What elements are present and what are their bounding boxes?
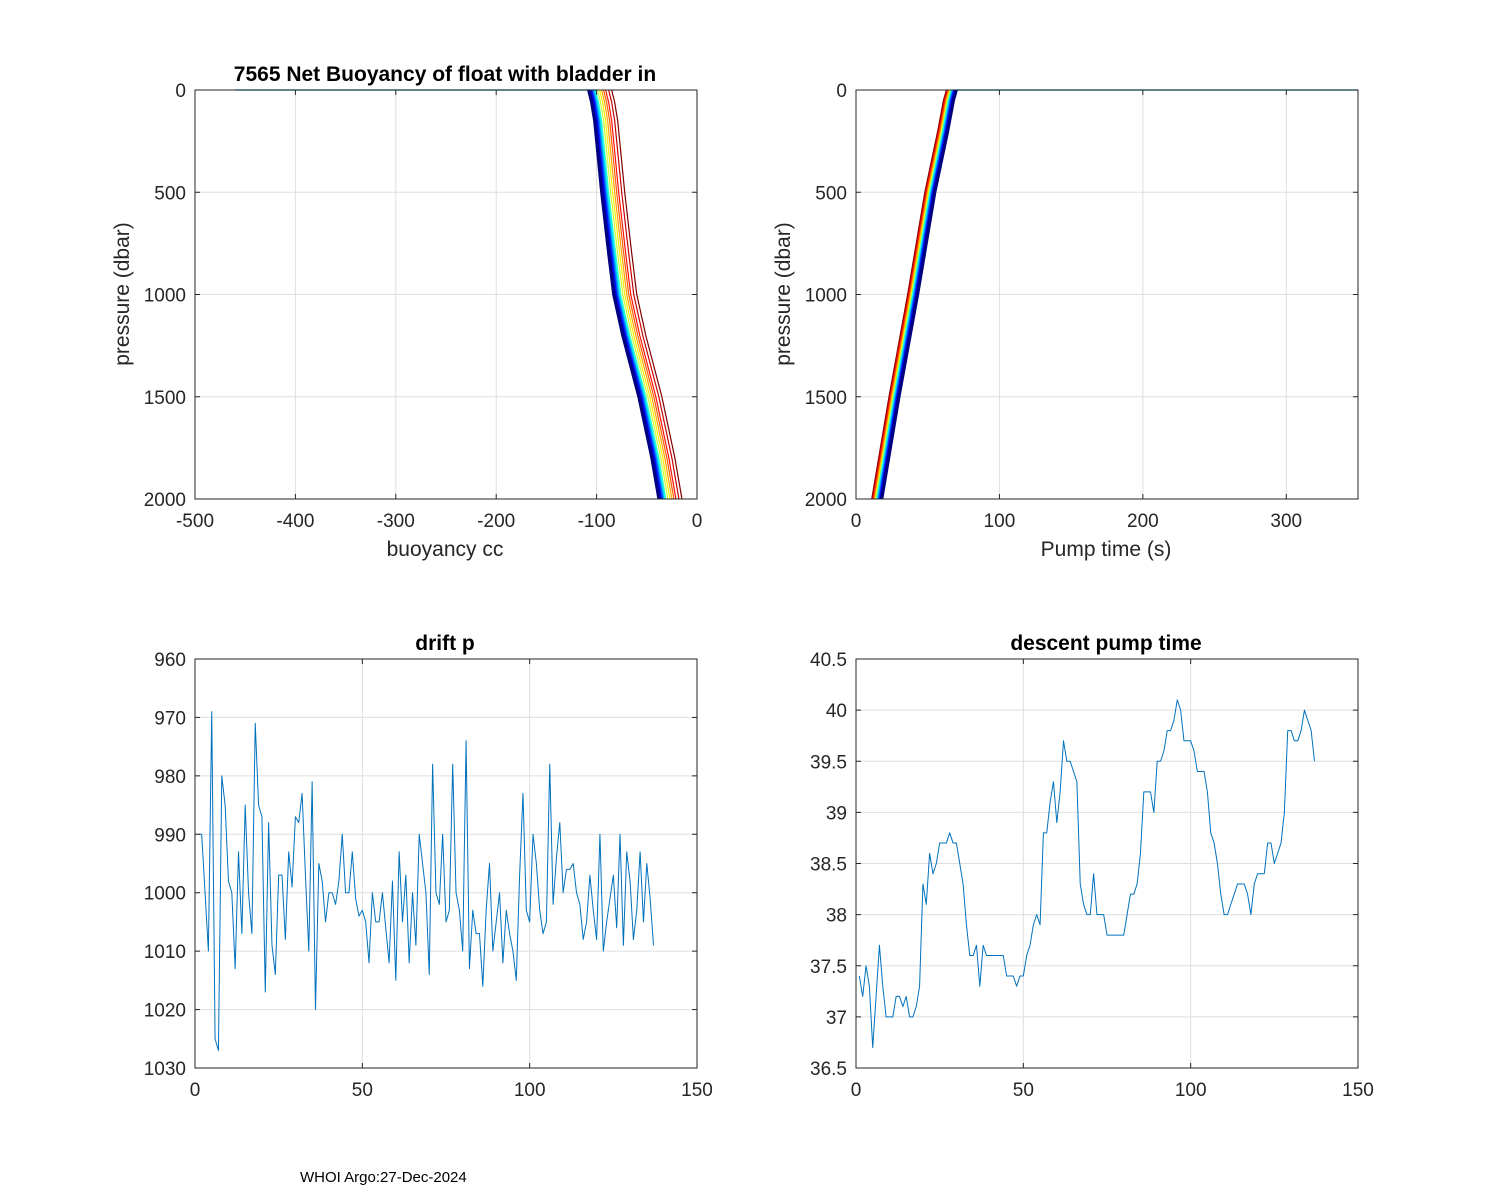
y-tick-label: 1020 <box>144 1001 186 1022</box>
profile-line <box>597 89 669 500</box>
profile-line <box>587 89 661 500</box>
y-tick-label: 970 <box>154 708 186 729</box>
descent-pump-time-chart: 0 50 100 150 36.5 37 37.5 38 38.5 39 39.5 40 40.5 <box>810 650 1374 1101</box>
x-tick-label: 0 <box>851 1080 862 1101</box>
y-tick-label: 1000 <box>805 286 847 307</box>
x-tick-label: 0 <box>190 1080 201 1101</box>
y-tick-label: 990 <box>154 825 186 846</box>
y-tick-label: 1000 <box>144 884 186 905</box>
descent-pump-time-chart-title: descent pump time <box>1010 632 1201 655</box>
x-tick-label: 50 <box>352 1080 373 1101</box>
x-tick-label: -500 <box>176 511 214 532</box>
x-tick-label: 200 <box>1127 511 1159 532</box>
profile-line <box>874 89 950 500</box>
x-tick-label: 150 <box>1342 1080 1374 1101</box>
pump-time-profile-chart: 0 100 200 300 0 500 1000 1500 2000 <box>805 81 1359 532</box>
series-line <box>858 699 1315 1049</box>
x-tick-label: 150 <box>681 1080 713 1101</box>
y-tick-label: 1010 <box>144 942 186 963</box>
x-tick-label: -100 <box>578 511 616 532</box>
buoyancy-chart-title: 7565 Net Buoyancy of float with bladder … <box>234 63 656 86</box>
series-line <box>198 711 654 1051</box>
x-tick-label: 0 <box>851 511 862 532</box>
y-tick-label: 40 <box>826 701 847 722</box>
y-tick-label: 0 <box>836 81 847 102</box>
buoyancy-profile-chart: -500 -400 -300 -200 -100 0 0 500 1000 1500 2000 <box>144 81 703 532</box>
y-tick-label: 1000 <box>144 286 186 307</box>
profile-line <box>873 89 950 500</box>
buoyancy-x-axis-label: buoyancy cc <box>387 538 504 561</box>
y-tick-label: 37 <box>826 1008 847 1029</box>
y-tick-label: 500 <box>815 183 847 204</box>
y-tick-label: 38.5 <box>810 855 847 876</box>
y-tick-label: 38 <box>826 906 847 927</box>
y-tick-label: 960 <box>154 650 186 671</box>
drift-p-chart-title: drift p <box>415 632 474 655</box>
profile-line <box>608 89 680 500</box>
axes-box <box>194 658 698 1069</box>
y-tick-label: 1030 <box>144 1059 186 1080</box>
pumptime-y-axis-label: pressure (dbar) <box>772 222 795 366</box>
profile-line <box>611 89 683 500</box>
profile-line <box>880 89 958 500</box>
y-tick-label: 980 <box>154 767 186 788</box>
pumptime-x-axis-label: Pump time (s) <box>1041 538 1172 561</box>
profile-line <box>599 89 671 500</box>
y-tick-label: 500 <box>154 183 186 204</box>
x-tick-label: 100 <box>1175 1080 1207 1101</box>
x-tick-label: -400 <box>276 511 314 532</box>
y-tick-label: 2000 <box>805 490 847 511</box>
x-tick-label: 50 <box>1013 1080 1034 1101</box>
y-tick-label: 2000 <box>144 490 186 511</box>
x-tick-label: 0 <box>692 511 703 532</box>
y-tick-label: 39.5 <box>810 752 847 773</box>
profile-line <box>871 89 948 500</box>
profile-line <box>605 89 677 500</box>
buoyancy-y-axis-label: pressure (dbar) <box>111 222 134 366</box>
drift-p-chart: 0 50 100 150 960 970 980 990 1000 1010 1020 1030 <box>144 650 713 1101</box>
y-tick-label: 0 <box>175 81 186 102</box>
profile-line <box>871 89 947 500</box>
y-tick-label: 1500 <box>144 388 186 409</box>
y-tick-label: 36.5 <box>810 1059 847 1080</box>
x-tick-label: 300 <box>1270 511 1302 532</box>
y-tick-label: 1500 <box>805 388 847 409</box>
profile-line <box>603 89 675 500</box>
plot-area <box>195 659 697 1068</box>
footer-label: WHOI Argo:27-Dec-2024 <box>300 1169 467 1186</box>
profile-line <box>874 89 951 500</box>
y-tick-label: 37.5 <box>810 957 847 978</box>
x-tick-label: 100 <box>514 1080 546 1101</box>
profile-line <box>872 89 949 500</box>
y-tick-label: 39 <box>826 803 847 824</box>
x-tick-label: 100 <box>984 511 1016 532</box>
x-tick-label: -300 <box>377 511 415 532</box>
profile-line <box>601 89 673 500</box>
x-tick-label: -200 <box>477 511 515 532</box>
y-tick-label: 40.5 <box>810 650 847 671</box>
